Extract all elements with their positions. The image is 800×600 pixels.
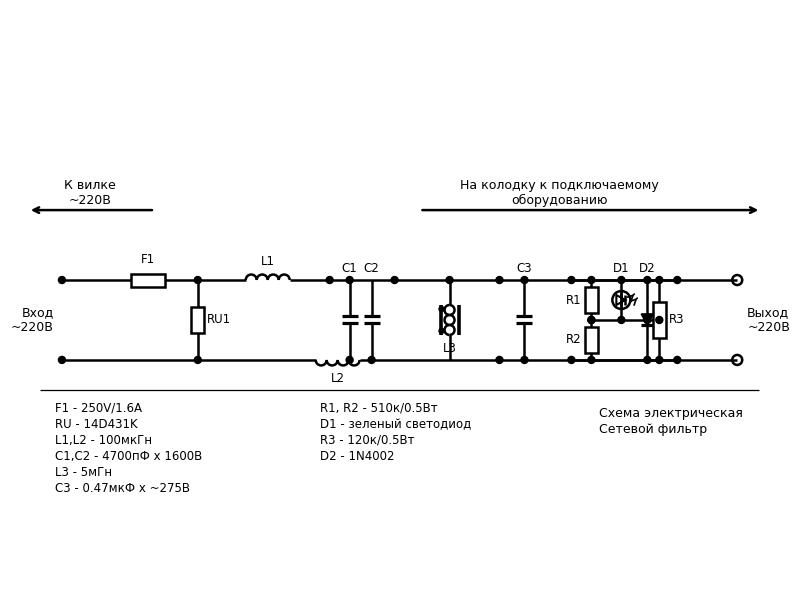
Circle shape: [496, 356, 503, 364]
Circle shape: [446, 277, 453, 284]
Text: R3: R3: [669, 313, 684, 326]
Text: RU - 14D431K: RU - 14D431K: [55, 418, 138, 431]
Circle shape: [368, 356, 375, 364]
Circle shape: [644, 277, 651, 284]
Circle shape: [588, 316, 595, 323]
Circle shape: [674, 277, 681, 284]
Text: L3: L3: [442, 342, 457, 355]
Text: L3 - 5мГн: L3 - 5мГн: [55, 466, 112, 479]
Text: D1 - зеленый светодиод: D1 - зеленый светодиод: [320, 418, 471, 431]
Bar: [585, 287, 598, 313]
Text: D1: D1: [613, 262, 630, 275]
Circle shape: [656, 356, 663, 364]
Circle shape: [194, 277, 202, 284]
Text: Вход
~220В: Вход ~220В: [11, 306, 54, 334]
Circle shape: [588, 316, 595, 323]
Text: L1,L2 - 100мкГн: L1,L2 - 100мкГн: [55, 434, 152, 447]
Circle shape: [644, 316, 651, 323]
Circle shape: [568, 356, 575, 364]
Text: D2 - 1N4002: D2 - 1N4002: [320, 450, 394, 463]
Circle shape: [588, 356, 595, 364]
Text: D2: D2: [639, 262, 656, 275]
Circle shape: [496, 277, 503, 284]
Circle shape: [568, 277, 575, 284]
Circle shape: [521, 356, 528, 364]
Circle shape: [656, 316, 663, 323]
Circle shape: [521, 277, 528, 284]
Text: R1, R2 - 510к/0.5Вт: R1, R2 - 510к/0.5Вт: [320, 402, 438, 415]
Polygon shape: [642, 314, 654, 325]
Text: F1: F1: [141, 253, 155, 266]
Circle shape: [618, 316, 625, 323]
Text: К вилке
~220В: К вилке ~220В: [64, 179, 116, 207]
Text: R1: R1: [566, 293, 582, 307]
Text: C3: C3: [517, 262, 532, 275]
Text: R3 - 120к/0.5Вт: R3 - 120к/0.5Вт: [320, 434, 414, 447]
Circle shape: [656, 277, 663, 284]
Bar: [131, 274, 165, 287]
Text: На колодку к подключаемому
оборудованию: На колодку к подключаемому оборудованию: [460, 179, 658, 207]
Text: C3 - 0.47мкФ x ~275В: C3 - 0.47мкФ x ~275В: [55, 482, 190, 495]
Bar: [585, 327, 598, 353]
Circle shape: [346, 356, 353, 364]
Circle shape: [58, 277, 66, 284]
Text: Выход
~220В: Выход ~220В: [747, 306, 790, 334]
Text: L1: L1: [261, 254, 274, 268]
Bar: [191, 307, 204, 333]
Circle shape: [194, 356, 202, 364]
Circle shape: [391, 277, 398, 284]
Circle shape: [326, 277, 333, 284]
Bar: [653, 302, 666, 338]
Circle shape: [58, 356, 66, 364]
Text: L2: L2: [330, 373, 345, 385]
Circle shape: [439, 328, 444, 334]
Text: Схема электрическая: Схема электрическая: [599, 407, 743, 420]
Text: C1,C2 - 4700пФ x 1600В: C1,C2 - 4700пФ x 1600В: [55, 450, 202, 463]
Text: C2: C2: [364, 262, 379, 275]
Circle shape: [439, 307, 444, 311]
Circle shape: [644, 356, 651, 364]
Circle shape: [346, 277, 353, 284]
Text: RU1: RU1: [206, 313, 231, 326]
Text: C1: C1: [342, 262, 358, 275]
Text: Сетевой фильтр: Сетевой фильтр: [599, 423, 707, 436]
Circle shape: [674, 356, 681, 364]
Text: F1 - 250V/1.6A: F1 - 250V/1.6A: [55, 402, 142, 415]
Circle shape: [618, 277, 625, 284]
Circle shape: [588, 277, 595, 284]
Text: R2: R2: [566, 334, 582, 346]
